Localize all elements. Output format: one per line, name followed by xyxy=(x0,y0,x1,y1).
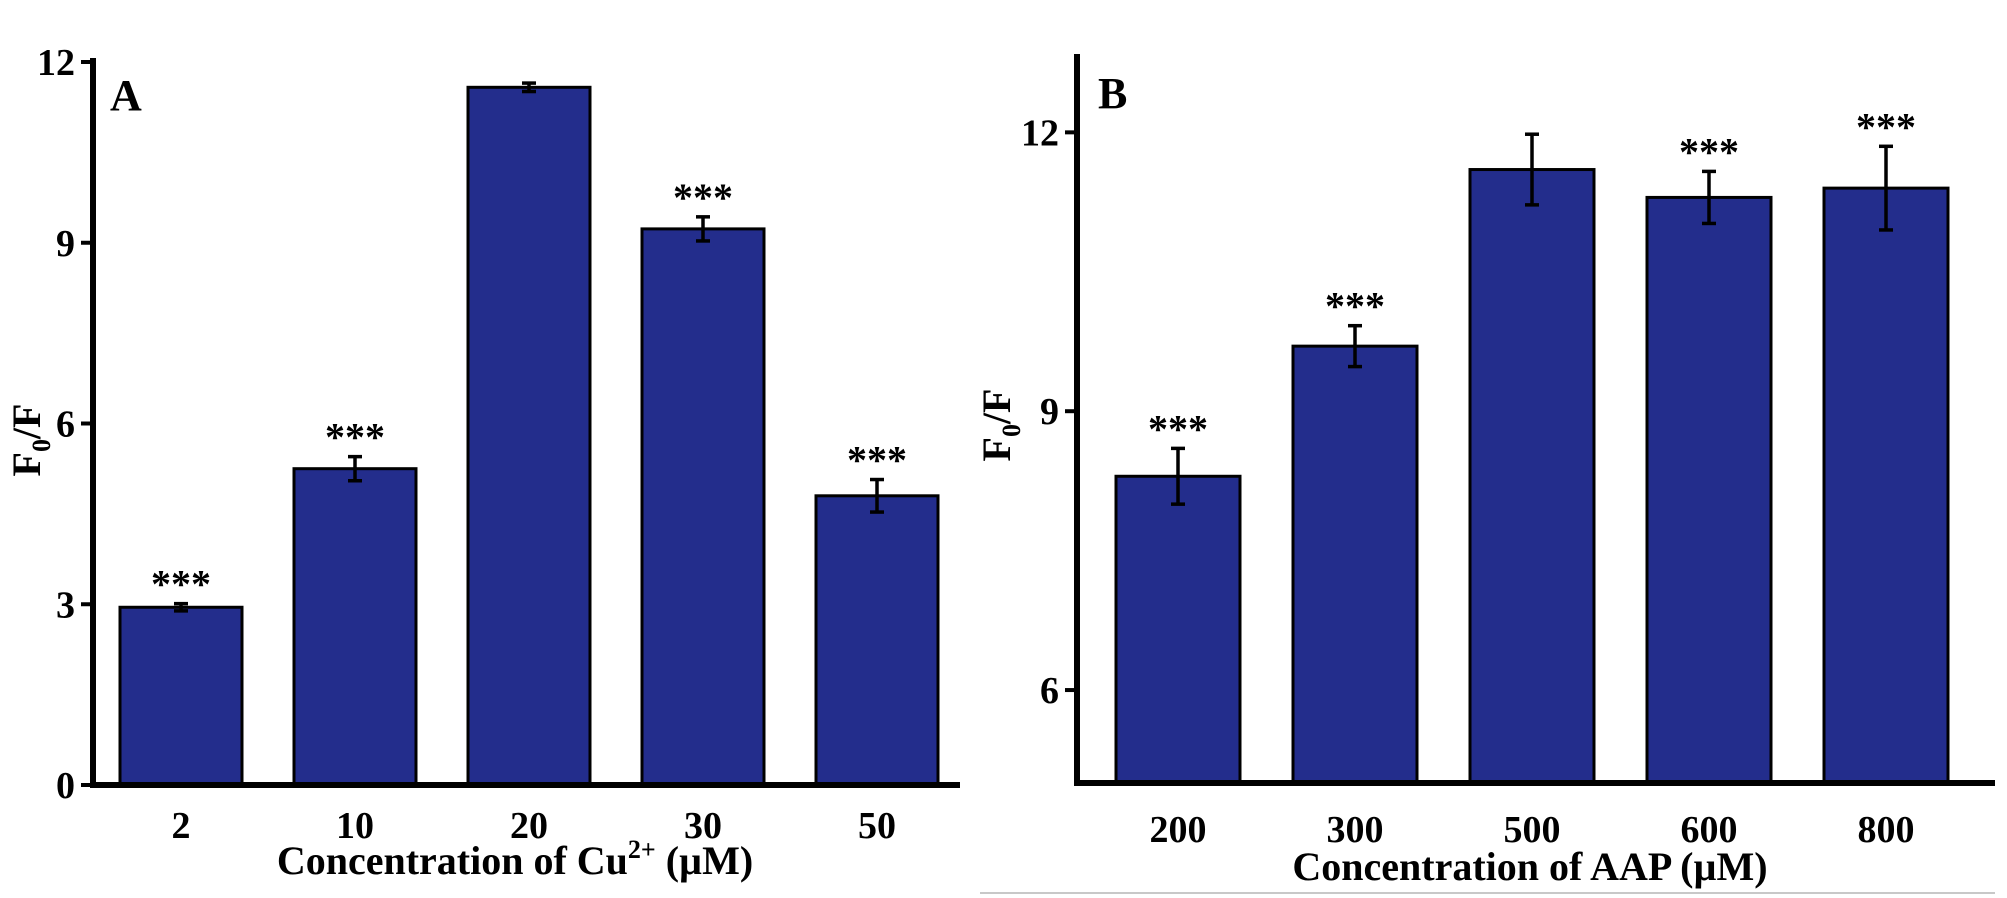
y-tick-label: 12 xyxy=(1021,112,1059,154)
x-tick-label: 2 xyxy=(172,805,191,847)
x-tick-label: 800 xyxy=(1858,809,1915,851)
significance-label: *** xyxy=(847,438,907,483)
significance-label: *** xyxy=(1856,104,1916,149)
y-axis-title: F0/F xyxy=(4,404,56,477)
significance-label: *** xyxy=(151,562,211,607)
bar-10 xyxy=(292,467,418,787)
significance-label: *** xyxy=(673,175,733,220)
error-bar-50 xyxy=(870,477,884,514)
x-tick-label: 200 xyxy=(1150,809,1207,851)
bar-30 xyxy=(640,227,766,787)
y-axis-title: F0/F xyxy=(974,389,1026,462)
bar-20 xyxy=(466,85,592,787)
y-tick-label: 6 xyxy=(56,404,75,446)
significance-label: *** xyxy=(1148,406,1208,451)
bar-200 xyxy=(1114,474,1242,785)
significance-label: *** xyxy=(1679,129,1739,174)
bar-800 xyxy=(1822,186,1950,785)
error-bar-10 xyxy=(348,454,362,483)
significance-label: *** xyxy=(325,415,385,460)
y-tick-label: 0 xyxy=(56,765,75,807)
y-tick-label: 6 xyxy=(1040,670,1059,712)
bar-300 xyxy=(1291,344,1419,785)
x-axis-title: Concentration of AAP (µM) xyxy=(1292,844,1767,889)
x-tick-label: 10 xyxy=(336,805,374,847)
y-tick-label: 12 xyxy=(37,42,75,84)
y-tick-label: 9 xyxy=(1040,391,1059,433)
error-bar-600 xyxy=(1702,169,1716,226)
panel-label: B xyxy=(1098,69,1127,118)
error-bar-20 xyxy=(522,81,536,94)
error-bar-500 xyxy=(1525,132,1539,207)
error-bar-2 xyxy=(174,601,188,613)
x-tick-label: 600 xyxy=(1681,809,1738,851)
chart-panel-a: *** 2 *** 10 20 *** 30 *** 50 0 3 6 9 12 A Concentratio… xyxy=(4,42,960,883)
chart-panel-b: *** 200 *** 300 500 *** 600 *** 800 6 9 12 B Concentr… xyxy=(974,54,1995,889)
error-bar-300 xyxy=(1348,323,1362,369)
bar-50 xyxy=(814,494,940,787)
y-tick-label: 3 xyxy=(56,584,75,626)
x-tick-label: 20 xyxy=(510,805,548,847)
panel-label: A xyxy=(110,71,142,120)
x-tick-label: 50 xyxy=(858,805,896,847)
bar-500 xyxy=(1468,168,1596,785)
bar-600 xyxy=(1645,195,1773,785)
y-tick-label: 9 xyxy=(56,223,75,265)
error-bar-800 xyxy=(1879,144,1893,232)
x-tick-label: 500 xyxy=(1504,809,1561,851)
bar-2 xyxy=(118,605,244,787)
error-bar-200 xyxy=(1171,446,1185,506)
significance-label: *** xyxy=(1325,284,1385,329)
x-tick-label: 30 xyxy=(684,805,722,847)
error-bar-30 xyxy=(696,215,710,243)
x-axis-title: Concentration of Cu2+ (µM) xyxy=(277,835,753,883)
x-tick-label: 300 xyxy=(1327,809,1384,851)
